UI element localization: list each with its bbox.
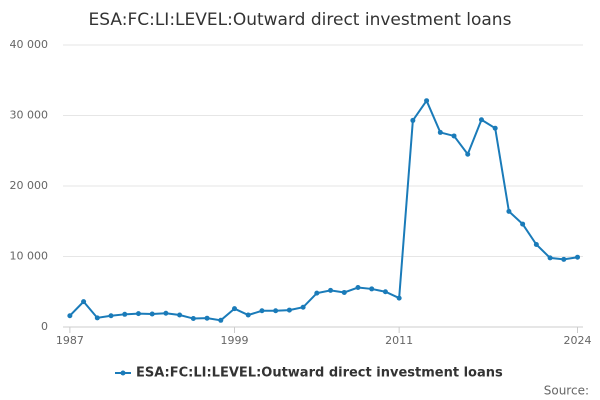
data-point xyxy=(81,299,87,305)
data-point xyxy=(410,117,416,123)
data-point xyxy=(300,304,306,310)
data-point xyxy=(135,311,141,317)
data-point xyxy=(122,311,128,317)
legend-marker xyxy=(120,370,126,376)
legend-label: ESA:FC:LI:LEVEL:Outward direct investmen… xyxy=(136,366,503,381)
data-point xyxy=(190,316,196,322)
x-tick-label: 2011 xyxy=(385,334,413,347)
data-point xyxy=(355,285,361,291)
series-line xyxy=(69,98,578,322)
data-point xyxy=(273,308,279,314)
data-point xyxy=(396,295,402,301)
data-point xyxy=(575,254,581,260)
data-point xyxy=(382,289,388,295)
data-point xyxy=(424,98,430,104)
data-point xyxy=(369,286,375,292)
data-point xyxy=(533,242,539,248)
data-point xyxy=(108,313,114,319)
data-point xyxy=(67,313,73,319)
data-point xyxy=(259,308,265,314)
data-point xyxy=(286,307,292,313)
x-tick-label: 1999 xyxy=(221,334,249,347)
data-point xyxy=(506,208,512,214)
y-tick-label: 10 000 xyxy=(10,250,49,263)
chart-title: ESA:FC:LI:LEVEL:Outward direct investmen… xyxy=(89,10,512,30)
data-point xyxy=(149,311,155,317)
data-point xyxy=(465,151,471,157)
data-point xyxy=(561,256,567,262)
data-point xyxy=(520,221,526,227)
data-point xyxy=(328,287,334,293)
data-point xyxy=(204,315,210,321)
y-tick-label: 20 000 xyxy=(10,179,49,192)
data-point xyxy=(218,317,224,323)
y-tick-label: 0 xyxy=(41,320,48,333)
data-point xyxy=(478,117,484,123)
data-point xyxy=(177,312,183,318)
data-point xyxy=(232,306,238,312)
data-point xyxy=(341,289,347,295)
data-point xyxy=(314,290,320,296)
source-label: Source: xyxy=(544,384,589,398)
x-tick-label: 1987 xyxy=(56,334,84,347)
data-point xyxy=(94,315,100,321)
data-point xyxy=(437,129,443,135)
data-point xyxy=(163,310,169,316)
data-point xyxy=(492,125,498,131)
data-point xyxy=(547,255,553,261)
y-tick-label: 40 000 xyxy=(10,38,49,51)
y-tick-label: 30 000 xyxy=(10,109,49,122)
x-tick-label: 2024 xyxy=(564,334,592,347)
data-point xyxy=(245,312,251,318)
data-point xyxy=(451,133,457,139)
